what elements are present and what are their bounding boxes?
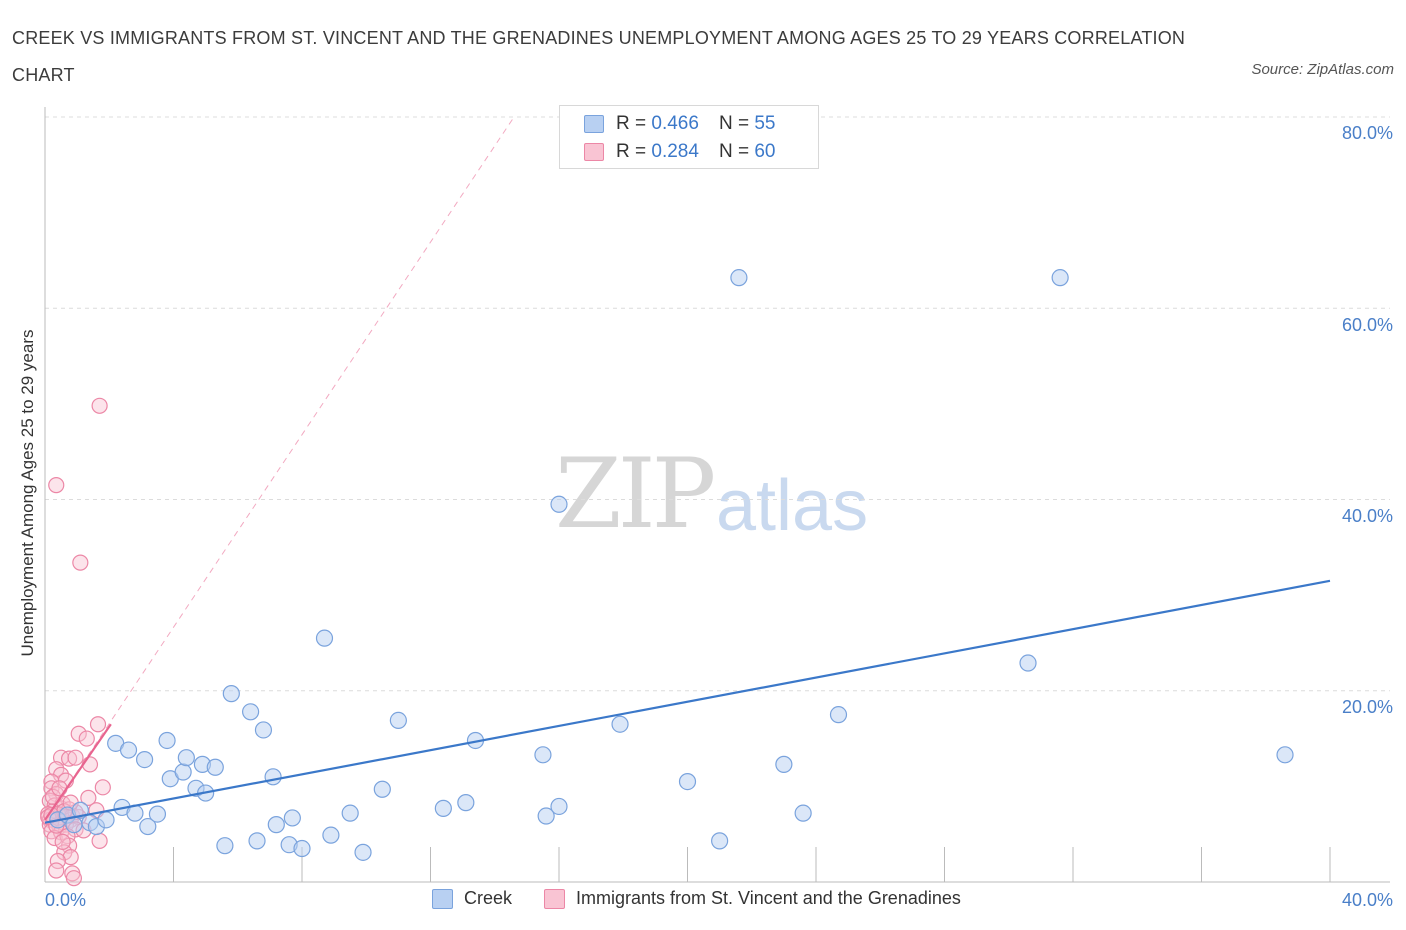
creek-point xyxy=(711,832,729,850)
creek-point xyxy=(174,763,192,781)
svg-point xyxy=(46,829,63,847)
x-tick-left: 0.0% xyxy=(45,890,87,910)
creek-r-label: R = xyxy=(616,113,647,134)
watermark-zip: ZIP xyxy=(555,438,716,550)
creek-point xyxy=(158,731,176,750)
creek-point xyxy=(537,807,555,825)
svg-point xyxy=(81,756,99,773)
creek-point xyxy=(293,839,311,858)
svg-point xyxy=(91,397,108,414)
svg-n-label: N = xyxy=(718,141,750,162)
svg-point xyxy=(62,849,79,866)
creek-point xyxy=(389,711,407,729)
creek-point xyxy=(148,805,167,823)
creek-point xyxy=(283,809,301,827)
creek-point xyxy=(775,755,793,773)
y-tick-20: 20.0% xyxy=(1341,697,1393,717)
creek-point xyxy=(139,817,157,836)
creek-point xyxy=(267,816,285,834)
legend-item-creek[interactable]: Creek xyxy=(432,888,512,909)
creek-legend-swatch xyxy=(432,888,453,909)
y-tick-80: 80.0% xyxy=(1341,123,1393,143)
creek-point xyxy=(222,685,240,703)
creek-point xyxy=(216,837,234,855)
trend-extension xyxy=(44,116,515,821)
svg-legend-label: Immigrants from St. Vincent and the Gren… xyxy=(576,888,961,908)
axes xyxy=(44,107,1390,883)
creek-swatch xyxy=(584,115,604,133)
svg-point xyxy=(78,730,95,747)
creek-point xyxy=(264,768,282,786)
creek-point xyxy=(254,721,273,739)
creek-legend-label: Creek xyxy=(464,888,513,908)
creek-point xyxy=(177,749,195,767)
creek-point xyxy=(119,741,138,759)
creek-point xyxy=(97,811,115,829)
creek-point xyxy=(322,826,340,844)
creek-points xyxy=(49,269,1294,861)
y-tick-60: 60.0% xyxy=(1341,315,1393,335)
creek-point xyxy=(1019,654,1037,672)
svg-r-label: R = xyxy=(616,141,647,162)
creek-point xyxy=(1276,746,1294,764)
svg-point xyxy=(80,789,97,806)
svg-point xyxy=(70,725,87,742)
creek-point xyxy=(611,715,629,733)
legend-row-creek: R = 0.466 N = 55 xyxy=(584,111,775,137)
creek-point xyxy=(730,269,748,287)
creek-r-value: 0.466 xyxy=(651,113,699,134)
legend-row-svg: R = 0.284 N = 60 xyxy=(584,139,775,165)
creek-point xyxy=(678,772,697,791)
svg-point xyxy=(94,779,111,796)
svg-point xyxy=(72,554,89,571)
creek-n-value: 55 xyxy=(754,113,776,134)
svg-point xyxy=(67,749,84,766)
creek-point xyxy=(373,780,391,798)
svg-point xyxy=(60,750,78,767)
creek-point xyxy=(242,703,260,721)
creek-point xyxy=(457,794,475,812)
svg-legend-swatch xyxy=(544,888,566,909)
correlation-legend: R = 0.466 N = 55 R = 0.284 N = 60 xyxy=(559,105,819,169)
x-tick-right: 40.0% xyxy=(1341,890,1393,910)
watermark-atlas: atlas xyxy=(716,466,869,546)
svg-point xyxy=(65,870,83,887)
creek-point xyxy=(135,750,154,769)
creek-point xyxy=(550,495,568,513)
creek-point xyxy=(341,804,359,822)
creek-point xyxy=(206,758,224,776)
svg-point xyxy=(48,477,65,494)
creek-point xyxy=(248,832,266,850)
svg-n-value: 60 xyxy=(754,141,776,162)
creek-point xyxy=(354,843,372,861)
creek-n-label: N = xyxy=(718,113,750,134)
creek-point xyxy=(534,746,552,764)
creek-point xyxy=(794,804,812,822)
svg-point xyxy=(89,716,107,733)
y-axis-label: Unemployment Among Ages 25 to 29 years xyxy=(18,329,37,657)
creek-point xyxy=(434,799,452,817)
y-tick-40: 40.0% xyxy=(1341,506,1393,526)
svg-point xyxy=(48,862,65,879)
svg-trend-line xyxy=(44,723,112,821)
creek-point xyxy=(550,797,568,816)
grid xyxy=(45,116,1390,692)
svg-trend-extension xyxy=(44,116,515,821)
legend-item-svg[interactable]: Immigrants from St. Vincent and the Gren… xyxy=(544,888,961,909)
svg-point xyxy=(54,833,71,850)
chart-title: CREEK VS IMMIGRANTS FROM ST. VINCENT AND… xyxy=(12,28,1186,85)
trend-lines xyxy=(44,579,1331,824)
svg-point xyxy=(91,832,108,849)
svg-swatch xyxy=(584,143,604,161)
svg-r-value: 0.284 xyxy=(651,141,699,162)
source-label: Source: ZipAtlas.com xyxy=(1251,61,1394,78)
creek-point xyxy=(829,706,848,724)
svg-point xyxy=(51,780,68,797)
creek-point xyxy=(1051,269,1069,287)
creek-trend-line xyxy=(44,579,1331,824)
series-legend: Creek Immigrants from St. Vincent and th… xyxy=(432,888,993,909)
creek-point xyxy=(315,629,334,647)
